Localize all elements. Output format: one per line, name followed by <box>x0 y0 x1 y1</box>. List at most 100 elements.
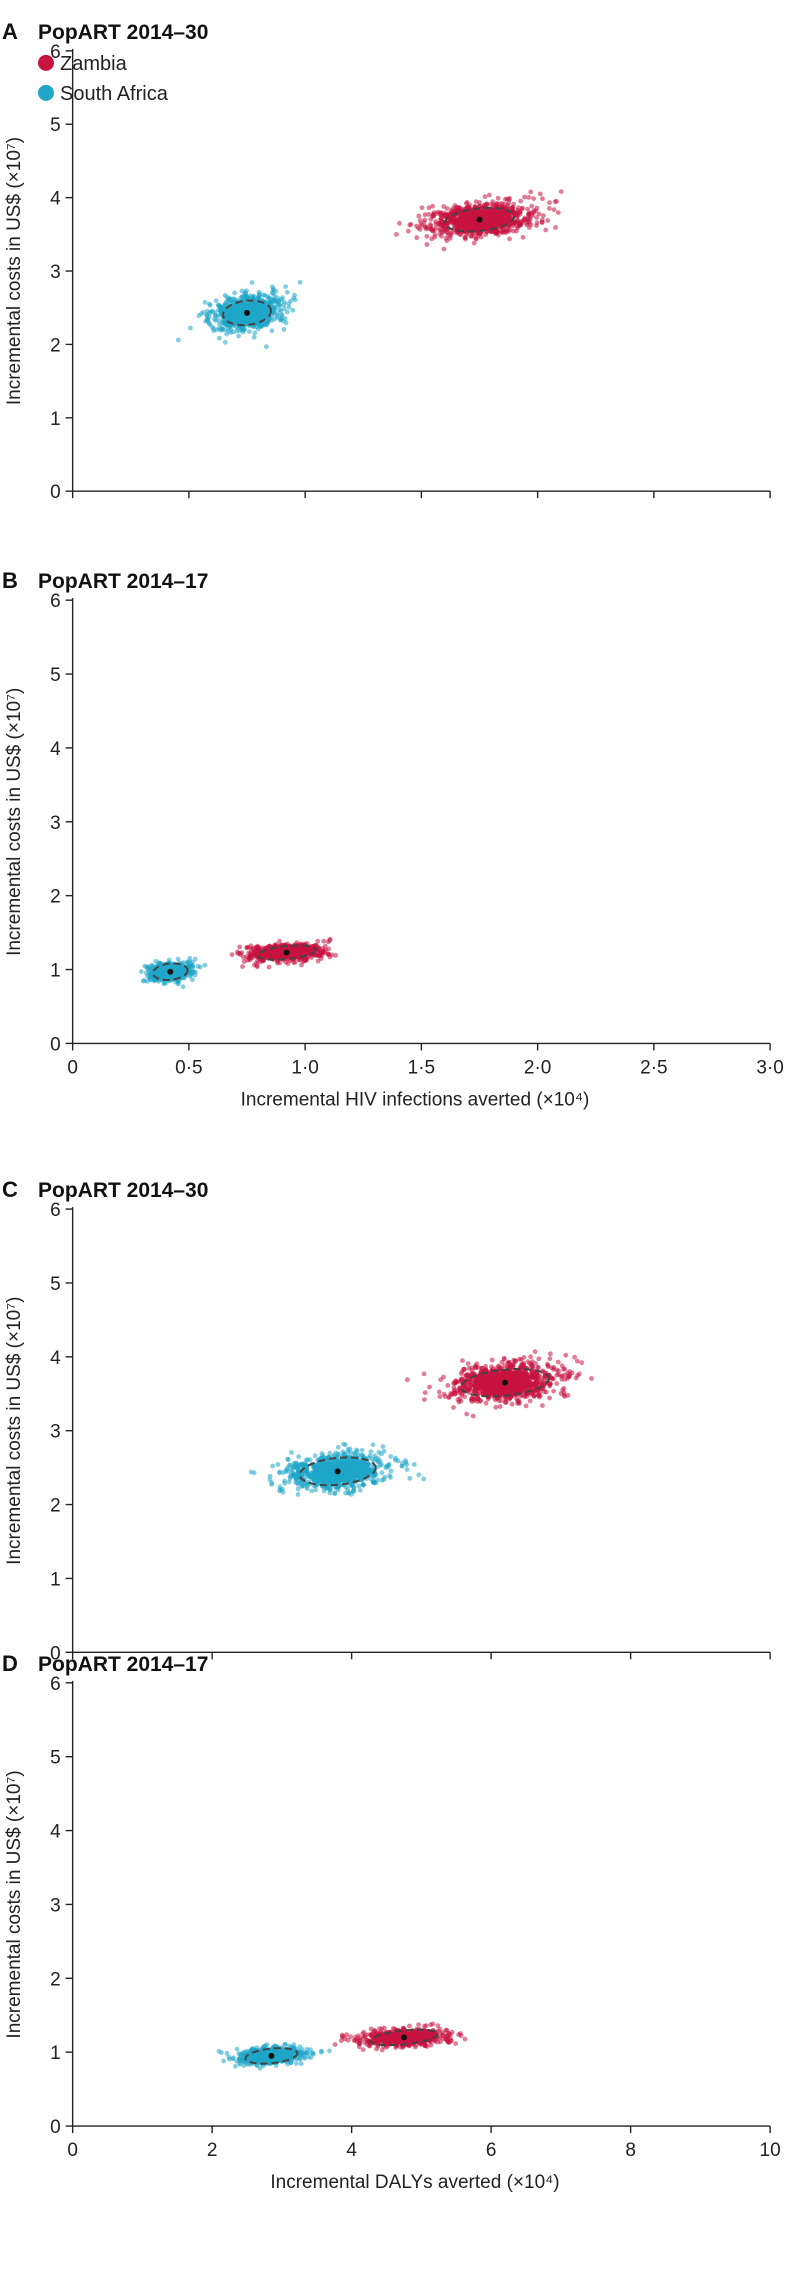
data-point <box>273 298 278 304</box>
data-point <box>540 1403 545 1408</box>
data-point <box>234 328 240 334</box>
x-tick-label: 1·0 <box>291 1057 318 1078</box>
data-point <box>536 1356 542 1362</box>
data-point <box>572 1354 577 1360</box>
data-point <box>407 1475 413 1481</box>
data-point <box>143 970 149 976</box>
data-point <box>496 210 502 216</box>
data-point <box>315 958 321 964</box>
data-point <box>495 195 501 201</box>
data-point <box>251 309 257 315</box>
data-point <box>539 220 545 225</box>
data-point <box>499 1359 505 1365</box>
data-point <box>424 242 430 247</box>
data-point <box>321 938 327 944</box>
data-point <box>456 1399 462 1405</box>
data-point <box>526 212 532 217</box>
data-point <box>523 1375 529 1382</box>
data-point <box>397 220 402 226</box>
data-point <box>546 1364 551 1369</box>
data-point <box>208 309 214 315</box>
y-tick-label: 2 <box>50 335 61 356</box>
y-tick-label: 5 <box>50 115 61 136</box>
data-point <box>190 959 195 965</box>
data-point <box>279 312 285 318</box>
data-point <box>384 1463 389 1469</box>
data-point <box>470 1413 476 1419</box>
data-point <box>295 1481 301 1487</box>
data-point <box>553 225 558 230</box>
data-point <box>251 334 257 340</box>
data-point <box>281 327 287 332</box>
data-point <box>534 223 539 229</box>
data-point <box>579 1360 585 1366</box>
data-point <box>531 1393 537 1399</box>
y-tick-label: 0 <box>50 1034 61 1055</box>
data-point <box>469 231 475 237</box>
data-point <box>483 1400 489 1406</box>
data-point <box>269 1480 275 1486</box>
data-point <box>327 936 333 942</box>
data-point <box>416 213 422 219</box>
data-point <box>512 211 518 217</box>
data-point <box>207 302 213 308</box>
legend-south-africa-swatch <box>38 84 54 101</box>
data-point <box>517 220 523 226</box>
data-point <box>422 1397 427 1402</box>
data-point <box>563 1352 569 1358</box>
data-point <box>388 1468 394 1474</box>
data-point <box>427 1384 432 1390</box>
data-point <box>232 304 238 310</box>
data-point <box>229 315 235 321</box>
data-point <box>421 1476 427 1482</box>
data-point <box>155 969 161 975</box>
data-point <box>333 953 339 958</box>
data-point <box>452 1390 458 1396</box>
data-point <box>551 207 557 213</box>
data-point <box>293 1460 299 1466</box>
data-point <box>479 1376 486 1382</box>
data-point <box>559 1373 565 1379</box>
data-point <box>430 212 437 219</box>
data-point <box>477 1385 483 1391</box>
data-point <box>283 284 288 289</box>
data-point <box>295 950 301 957</box>
data-point <box>222 293 228 298</box>
data-point <box>551 1388 556 1394</box>
zambia-mean-point <box>283 949 290 956</box>
data-point <box>241 955 246 960</box>
data-point <box>556 1368 562 1374</box>
data-point <box>493 203 499 209</box>
data-point <box>243 303 249 309</box>
data-point <box>511 1386 517 1392</box>
panel-b-title: PopART 2014–17 <box>38 570 208 593</box>
data-point <box>222 320 228 326</box>
data-point <box>429 236 435 242</box>
data-point <box>516 1380 522 1386</box>
panel-a-title: PopART 2014–30 <box>38 21 208 44</box>
data-point <box>367 1453 373 1459</box>
data-point <box>237 944 243 950</box>
data-point <box>475 1396 481 1402</box>
data-point <box>380 1444 386 1449</box>
zambia-mean-point <box>502 1379 509 1386</box>
data-point <box>326 1461 332 1467</box>
data-point <box>357 1487 363 1493</box>
data-point <box>423 224 428 229</box>
data-point <box>372 1453 378 1459</box>
data-point <box>379 1470 385 1476</box>
south-africa-mean-point <box>244 309 251 316</box>
data-point <box>263 313 269 319</box>
data-point <box>507 197 512 203</box>
data-point <box>274 310 280 316</box>
data-point <box>257 309 263 315</box>
data-point <box>277 1469 283 1475</box>
legend-zambia-label: Zambia <box>60 53 128 75</box>
data-point <box>213 298 219 304</box>
data-point <box>199 311 204 317</box>
data-point <box>269 328 275 334</box>
data-point <box>527 1398 533 1404</box>
data-point <box>335 1451 341 1457</box>
data-point <box>528 1354 533 1360</box>
data-point <box>296 1454 302 1460</box>
